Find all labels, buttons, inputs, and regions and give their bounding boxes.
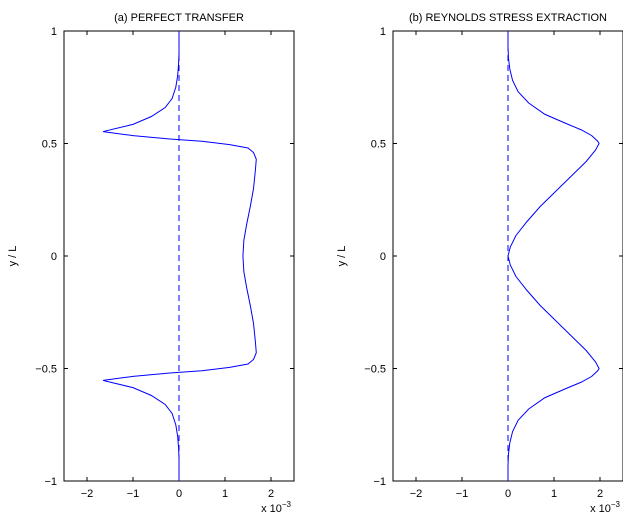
x-tick-label: −2 [410, 488, 423, 500]
y-tick-label: 0 [51, 251, 57, 263]
chart-panel-a: (a) PERFECT TRANSFER y / L −2 −1 0 1 2 −1 −0.5 0 0… [7, 12, 295, 515]
chart-title: (a) PERFECT TRANSFER [114, 12, 244, 24]
y-tick-label: 1 [380, 26, 386, 38]
x-multiplier-label: x 10−3 [261, 500, 291, 515]
x-multiplier-label: x 10−3 [590, 500, 620, 515]
chart-title: (b) REYNOLDS STRESS EXTRACTION [409, 12, 607, 24]
y-tick-label: −1 [373, 476, 386, 488]
y-axis-label: y / L [7, 246, 19, 267]
y-tick-label: −1 [44, 476, 57, 488]
y-tick-label: −0.5 [35, 364, 57, 376]
y-tick-label: 0.5 [371, 139, 386, 151]
x-tick-label: 2 [268, 488, 274, 500]
y-tick-label: 1 [51, 26, 57, 38]
x-tick-label: −1 [127, 488, 140, 500]
x-tick-label: −2 [81, 488, 94, 500]
x-tick-label: 1 [222, 488, 228, 500]
x-tick-label: 0 [505, 488, 511, 500]
x-tick-label: 2 [597, 488, 603, 500]
chart-panel-b: (b) REYNOLDS STRESS EXTRACTION y / L −2 −1 0… [336, 12, 623, 515]
x-tick-label: −1 [456, 488, 469, 500]
y-tick-label: 0 [380, 251, 386, 263]
profile-curve [102, 31, 257, 481]
y-axis-label: y / L [336, 246, 348, 267]
y-tick-label: −0.5 [364, 364, 386, 376]
y-tick-label: 0.5 [42, 139, 57, 151]
x-tick-label: 1 [551, 488, 557, 500]
x-tick-label: 0 [176, 488, 182, 500]
